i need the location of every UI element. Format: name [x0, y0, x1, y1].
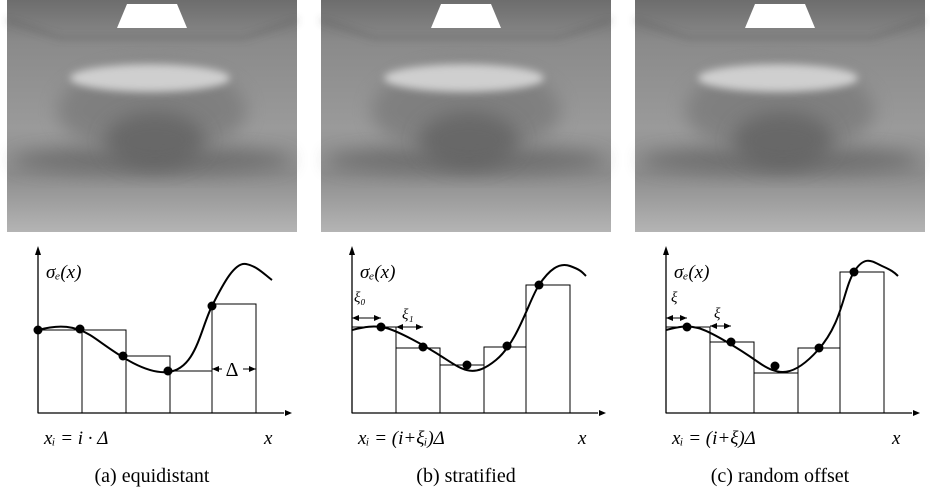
caption: (a) equidistant	[95, 465, 210, 487]
sample-bin	[169, 370, 213, 414]
y-label: σₑ(x)	[674, 262, 709, 283]
arrow-head	[35, 246, 41, 255]
sample-bin	[753, 372, 799, 414]
density-curve	[351, 264, 587, 372]
ceiling-edge	[6, 19, 298, 39]
arrow-head	[724, 323, 731, 329]
sample-point	[207, 301, 217, 311]
arrow-head	[663, 246, 669, 255]
offset-label: ξ₀	[354, 290, 366, 306]
ceiling-edge	[634, 19, 926, 39]
sample-bin	[797, 347, 841, 414]
sample-bin	[709, 341, 755, 414]
sample-point	[376, 322, 386, 332]
sample-point	[33, 325, 43, 335]
arrow-head	[374, 315, 381, 321]
sample-bin	[37, 329, 83, 414]
sample-bin	[81, 329, 127, 414]
density-curve	[37, 262, 273, 374]
cloud	[105, 112, 205, 168]
ceiling-light	[431, 4, 501, 28]
render-image	[320, 0, 612, 232]
cloud-top	[698, 64, 858, 92]
offset-label: ξ	[714, 306, 721, 322]
arrow-head	[212, 366, 219, 372]
sample-point	[462, 360, 472, 370]
x-label: x	[577, 428, 587, 449]
x-label: x	[263, 428, 273, 449]
caption: (b) stratified	[416, 465, 515, 487]
sample-point	[502, 341, 512, 351]
sample-point	[814, 343, 824, 353]
arrow-head	[352, 315, 359, 321]
ceiling-edge	[320, 19, 612, 39]
sample-point	[75, 324, 85, 334]
cloud-top	[384, 64, 544, 92]
sample-bin	[351, 326, 397, 414]
caption: (c) random offset	[711, 465, 850, 487]
arrow-head	[349, 246, 355, 255]
panel: σₑ(x) xᵢ = (i+ξᵢ)Δ x (b) stratified ξ₀ ξ₁	[320, 0, 612, 487]
ceiling-light	[745, 4, 815, 28]
arrow-head	[710, 323, 717, 329]
sample-bin	[439, 364, 485, 414]
cloud	[733, 112, 833, 168]
arrow-head	[396, 324, 403, 330]
sample-bin	[483, 346, 527, 414]
y-label: σₑ(x)	[360, 262, 395, 283]
sample-bin	[125, 355, 171, 414]
arrow-head	[249, 366, 256, 372]
formula: xᵢ = (i+ξᵢ)Δ	[357, 428, 445, 449]
arrow-head	[599, 410, 606, 416]
arrow-head	[285, 410, 292, 416]
sample-point	[163, 366, 173, 376]
x-label: x	[891, 428, 901, 449]
sample-bin	[665, 326, 711, 414]
cloud	[419, 112, 519, 168]
formula: xᵢ = (i+ξ)Δ	[671, 428, 756, 449]
render-image	[634, 0, 926, 232]
arrow-head	[680, 315, 687, 321]
panel: σₑ(x) xᵢ = (i+ξ)Δ x (c) random offset ξ ξ	[634, 0, 926, 487]
offset-label: ξ	[671, 290, 678, 306]
arrow-head	[416, 324, 423, 330]
y-label: σₑ(x)	[46, 262, 81, 283]
sample-point	[849, 267, 859, 277]
formula: xᵢ = i · Δ	[43, 428, 108, 449]
arrow-head	[913, 410, 920, 416]
spacing-label: Δ	[226, 359, 239, 381]
sample-point	[726, 337, 736, 347]
panel: σₑ(x) xᵢ = i · Δ x (a) equidistant Δ	[6, 0, 298, 487]
render-image	[6, 0, 298, 232]
sample-bin	[525, 284, 571, 414]
offset-label: ξ₁	[402, 307, 414, 323]
sample-point	[118, 351, 128, 361]
sample-bin	[395, 347, 441, 414]
arrow-head	[666, 315, 673, 321]
sample-point	[534, 280, 544, 290]
sample-point	[682, 322, 692, 332]
ceiling-light	[117, 4, 187, 28]
sample-point	[418, 342, 428, 352]
sample-point	[770, 361, 780, 371]
